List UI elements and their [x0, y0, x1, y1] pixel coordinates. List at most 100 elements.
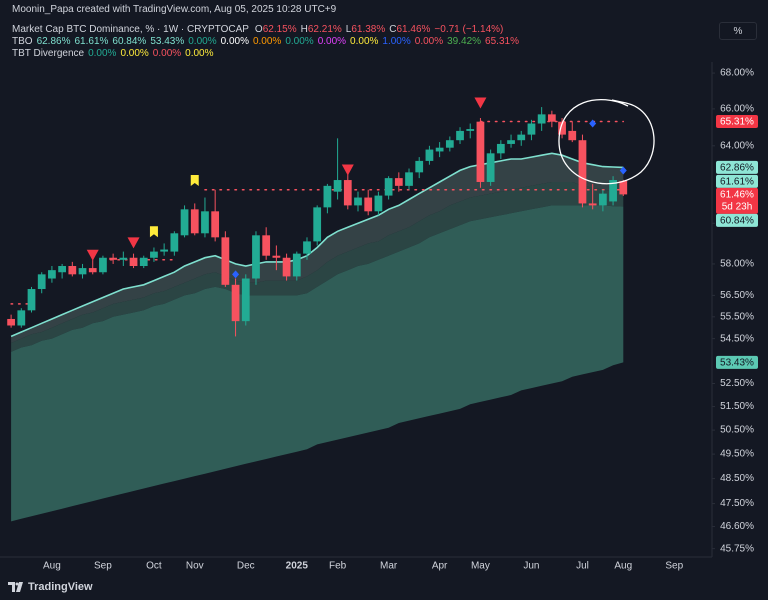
- candle-body: [466, 129, 475, 131]
- annotation-circle: [558, 99, 655, 185]
- price-tag: [716, 187, 758, 214]
- candle-body: [68, 266, 77, 275]
- candle-body: [109, 257, 118, 260]
- price-tag-label: 61.46%: [720, 190, 754, 201]
- candle-body: [527, 123, 536, 135]
- logo: TradingView: [8, 581, 93, 593]
- candle-body: [211, 211, 220, 238]
- indicator-name: TBO: [12, 36, 33, 47]
- band-fill: [11, 182, 624, 352]
- candle-body: [27, 289, 36, 311]
- signal-triangle: [341, 164, 354, 176]
- ohlc-value: 61.46%: [396, 24, 431, 35]
- candle-body: [17, 310, 26, 326]
- candle-body: [394, 178, 403, 186]
- indicator-value: 0.00%: [120, 48, 149, 59]
- candle-body: [99, 257, 107, 273]
- credit: Moonin_Papa created with TradingView.com…: [12, 4, 337, 15]
- x-tick-label: Sep: [94, 561, 112, 572]
- y-tick-label: 51.50%: [720, 401, 754, 412]
- ohlc-value: 62.21%: [307, 24, 342, 35]
- x-tick-label: Feb: [329, 561, 347, 572]
- x-tick-label: Aug: [43, 561, 61, 572]
- candle-body: [435, 147, 444, 152]
- indicator-value: 0.00%: [185, 48, 214, 59]
- percent-button[interactable]: %: [719, 22, 757, 40]
- x-tick-label: 2025: [286, 561, 309, 572]
- x-tick-label: Mar: [380, 561, 398, 572]
- change: −0.71 (−1.14%): [434, 24, 504, 35]
- y-tick-label: 50.50%: [720, 425, 754, 436]
- ohlc-value: 61.38%: [351, 24, 386, 35]
- candle-body: [619, 181, 628, 195]
- candle-body: [241, 278, 250, 322]
- signal-flag: [190, 174, 199, 186]
- band-fill: [11, 205, 624, 522]
- candle-body: [48, 270, 56, 279]
- candle-body: [313, 207, 322, 242]
- logo-icon: [8, 582, 23, 592]
- candle-body: [190, 209, 199, 234]
- price-tag-label: 53.43%: [720, 358, 754, 369]
- candle-body: [231, 284, 240, 322]
- indicator-value: 0.00%: [220, 36, 249, 47]
- signal-triangle: [474, 97, 487, 109]
- candle-body: [343, 180, 352, 206]
- indicator-value: 0.00%: [350, 36, 379, 47]
- candle-body: [405, 172, 413, 186]
- indicator-value: 60.84%: [112, 36, 147, 47]
- header: Moonin_Papa created with TradingView.com…: [12, 4, 523, 60]
- candle-body: [129, 257, 138, 267]
- ohlc-value: 62.15%: [262, 24, 297, 35]
- price-tag-sublabel: 5d 23h: [722, 202, 753, 213]
- symbol: Market Cap BTC Dominance, % · 1W · CRYPT…: [12, 24, 249, 35]
- y-tick-label: 58.00%: [720, 259, 754, 270]
- symbol-row: Market Cap BTC Dominance, % · 1W · CRYPT…: [12, 24, 523, 36]
- candle-body: [507, 140, 515, 144]
- candle-body: [476, 121, 485, 182]
- ohlc-key: C: [389, 24, 397, 35]
- candle-body: [201, 211, 209, 234]
- signal-diamond: [619, 166, 627, 175]
- y-tick-label: 45.75%: [720, 543, 754, 554]
- price-tag: [716, 213, 758, 227]
- y-tick-label: 47.50%: [720, 498, 754, 509]
- x-tick-label: Oct: [146, 561, 162, 572]
- x-tick-label: Aug: [614, 561, 632, 572]
- candle-body: [170, 233, 179, 252]
- y-tick-label: 68.00%: [720, 68, 754, 79]
- candle-body: [568, 130, 577, 141]
- candle-body: [7, 318, 15, 326]
- indicator-value: 0.00%: [152, 48, 182, 59]
- candle-body: [384, 178, 393, 196]
- candle-body: [374, 195, 383, 212]
- indicator-value: 61.61%: [74, 36, 109, 47]
- candle-body: [292, 253, 301, 277]
- y-tick-label: 56.50%: [720, 290, 754, 301]
- candle-body: [221, 237, 230, 285]
- candle-body: [364, 197, 373, 212]
- x-tick-label: Dec: [237, 561, 255, 572]
- candle-body: [37, 274, 46, 290]
- candle-body: [558, 121, 566, 135]
- candle-body: [445, 140, 454, 148]
- candle-body: [537, 114, 546, 124]
- candle-body: [160, 249, 169, 252]
- y-tick-label: 48.50%: [720, 473, 754, 484]
- x-tick-label: Apr: [432, 561, 448, 572]
- signal-flag: [149, 226, 158, 238]
- candle-body: [252, 235, 260, 279]
- candle-body: [547, 114, 556, 122]
- candle-body: [139, 257, 148, 267]
- price-tag-label: 60.84%: [720, 216, 754, 227]
- tbo-line: [10, 152, 624, 338]
- candle-body: [486, 153, 495, 182]
- y-tick-label: 46.60%: [720, 521, 754, 532]
- indicator-value: 1.00%: [382, 36, 411, 47]
- candle-body: [78, 268, 87, 275]
- x-tick-label: Sep: [665, 561, 683, 572]
- indicator-value: 0.00%: [252, 36, 282, 47]
- x-tick-label: Nov: [186, 561, 204, 572]
- indicator-value: 0.00%: [414, 36, 444, 47]
